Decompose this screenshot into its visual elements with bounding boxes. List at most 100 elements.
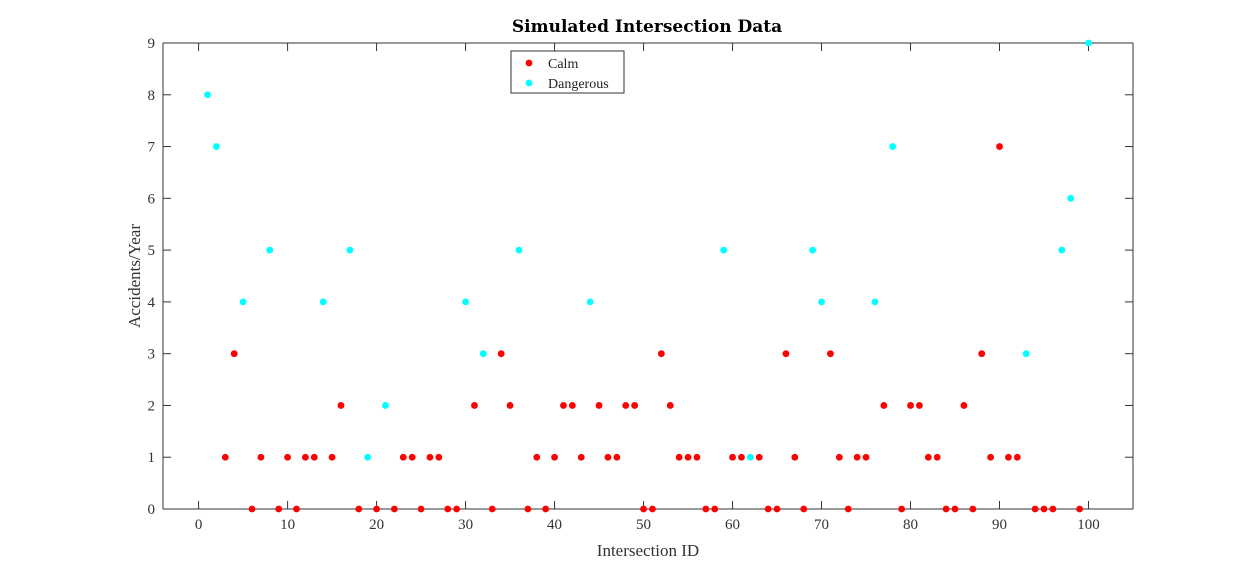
point-calm [675, 453, 683, 461]
point-calm [684, 453, 692, 461]
point-dangerous [462, 298, 469, 306]
point-calm [853, 453, 861, 461]
y-axis-label: Accidents/Year [125, 224, 144, 328]
point-calm [613, 453, 621, 461]
point-calm [622, 402, 630, 409]
point-dangerous [889, 143, 897, 150]
point-calm [996, 143, 1003, 150]
point-calm [399, 453, 407, 461]
x-tick-label: 10 [280, 517, 295, 533]
point-calm [542, 505, 550, 513]
point-calm [524, 505, 532, 513]
point-calm [444, 505, 452, 513]
x-tick-label: 30 [458, 517, 473, 533]
point-calm [408, 453, 416, 461]
y-tick-label: 8 [148, 88, 156, 104]
point-calm [1049, 505, 1057, 513]
point-calm [729, 453, 736, 461]
x-tick-label: 20 [369, 517, 384, 533]
x-tick-label: 50 [636, 517, 651, 533]
point-dangerous [382, 402, 389, 409]
point-calm [497, 350, 505, 358]
point-calm [506, 402, 514, 409]
legend-marker-dangerous [525, 79, 533, 87]
y-tick-label: 1 [148, 450, 156, 466]
point-calm [657, 350, 665, 358]
point-dangerous [319, 298, 327, 306]
point-calm [649, 505, 656, 513]
point-calm [916, 402, 923, 409]
axis-ticks: 0 10 20 30 40 50 60 70 80 90 100 0 1 2 3 4 5 6 7 8 9 [148, 36, 1133, 533]
point-dangerous [809, 246, 817, 254]
point-calm [453, 505, 461, 513]
point-calm [782, 350, 790, 358]
point-calm [880, 402, 888, 409]
point-calm [417, 505, 425, 513]
point-dangerous [479, 350, 487, 358]
point-calm [257, 453, 265, 461]
point-calm [969, 505, 977, 513]
point-calm [951, 505, 959, 513]
y-tick-label: 9 [148, 36, 156, 52]
y-tick-label: 5 [148, 243, 156, 259]
x-tick-label: 90 [992, 517, 1007, 533]
point-calm [301, 453, 309, 461]
point-calm [471, 402, 478, 409]
point-dangerous [818, 298, 825, 306]
x-tick-label: 100 [1077, 517, 1100, 533]
point-calm [230, 350, 238, 358]
point-dangerous [1058, 246, 1066, 254]
point-calm [275, 505, 283, 513]
point-calm [560, 402, 567, 409]
y-tick-label: 4 [148, 295, 156, 311]
point-calm [1040, 505, 1048, 513]
point-calm [693, 453, 701, 461]
point-calm [533, 453, 541, 461]
point-dangerous [364, 453, 372, 461]
point-dangerous [212, 143, 220, 150]
point-calm [373, 505, 380, 513]
point-calm [337, 402, 345, 409]
point-dangerous [720, 246, 728, 254]
plot-area [162, 42, 1134, 510]
point-calm [577, 453, 585, 461]
point-dangerous [515, 246, 523, 254]
point-calm [978, 350, 986, 358]
legend-marker-calm [525, 59, 533, 67]
point-calm [221, 453, 229, 461]
point-calm [738, 453, 745, 461]
point-calm [862, 453, 870, 461]
point-calm [907, 402, 914, 409]
point-calm [791, 453, 799, 461]
point-calm [640, 505, 647, 513]
data-points [204, 39, 1092, 513]
point-calm [284, 453, 291, 461]
y-tick-label: 0 [148, 502, 156, 518]
point-calm [924, 453, 932, 461]
point-dangerous [346, 246, 354, 254]
point-calm [595, 402, 603, 409]
point-dangerous [1022, 350, 1030, 358]
point-calm [604, 453, 612, 461]
point-dangerous [586, 298, 594, 306]
point-calm [764, 505, 772, 513]
point-calm [426, 453, 434, 461]
point-calm [568, 402, 576, 409]
point-calm [898, 505, 906, 513]
point-dangerous [1067, 194, 1075, 202]
point-dangerous [239, 298, 247, 306]
point-dangerous [204, 91, 211, 99]
legend-label-dangerous: Dangerous [548, 77, 609, 92]
point-calm [987, 453, 995, 461]
legend: Calm Dangerous [510, 50, 625, 94]
x-tick-label: 40 [547, 517, 562, 533]
y-tick-label: 3 [148, 347, 156, 363]
legend-label-calm: Calm [548, 57, 578, 72]
point-calm [960, 402, 968, 409]
point-calm [488, 505, 496, 513]
point-calm [844, 505, 852, 513]
point-calm [666, 402, 674, 409]
x-tick-label: 0 [195, 517, 203, 533]
point-calm [293, 505, 300, 513]
x-tick-label: 70 [814, 517, 829, 533]
